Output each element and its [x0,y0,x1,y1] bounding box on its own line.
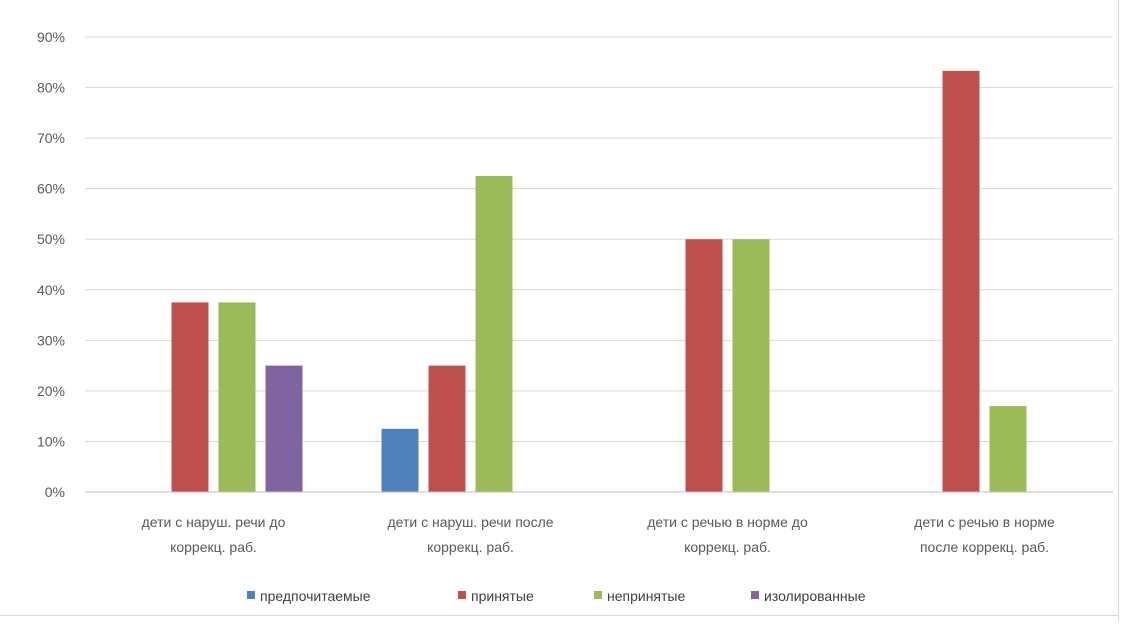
legend: предпочитаемые принятые непринятые изолиров… [247,588,866,604]
y-axis-tick-labels: 0% 10% 20% 30% 40% 50% 60% 70% 80% 90% [37,29,65,500]
y-tick-label: 80% [37,80,65,96]
x-category-label: коррекц. раб. [684,539,771,555]
gridlines [85,36,1113,442]
x-category-label: дети с речью в норме до [647,514,808,530]
bar [265,365,303,492]
legend-swatch [594,591,602,599]
y-tick-label: 40% [37,282,65,298]
y-tick-label: 50% [37,231,65,247]
y-tick-label: 10% [37,433,65,449]
bar [428,365,466,492]
legend-label: предпочитаемые [260,588,371,604]
legend-label: принятые [471,588,534,604]
legend-label: изолированные [764,588,866,604]
legend-label: непринятые [607,588,685,604]
y-tick-label: 30% [37,332,65,348]
y-tick-label: 90% [37,29,65,45]
x-category-label: дети с наруш. речи после [387,514,553,530]
bar [989,406,1027,492]
bar [942,70,980,492]
bar [685,239,723,492]
legend-swatch [247,591,255,599]
x-axis-category-labels: дети с наруш. речи до коррекц. раб. дети с… [142,514,1055,555]
y-tick-label: 0% [45,484,65,500]
x-category-label: дети с наруш. речи до [142,514,286,530]
x-category-label: дети с речью в норме [914,514,1055,530]
y-tick-label: 20% [37,383,65,399]
y-tick-label: 70% [37,130,65,146]
bar [732,239,770,492]
bar [381,428,419,492]
bar [475,176,513,492]
bars [171,70,1027,492]
y-tick-label: 60% [37,181,65,197]
bar [171,302,209,492]
legend-swatch [751,591,759,599]
x-category-label: коррекц. раб. [427,539,514,555]
frame-border-right [1118,0,1119,621]
bar [218,302,256,492]
frame-border-bottom [0,615,1118,616]
legend-swatch [458,591,466,599]
x-category-label: после коррекц. раб. [920,539,1049,555]
x-category-label: коррекц. раб. [170,539,257,555]
